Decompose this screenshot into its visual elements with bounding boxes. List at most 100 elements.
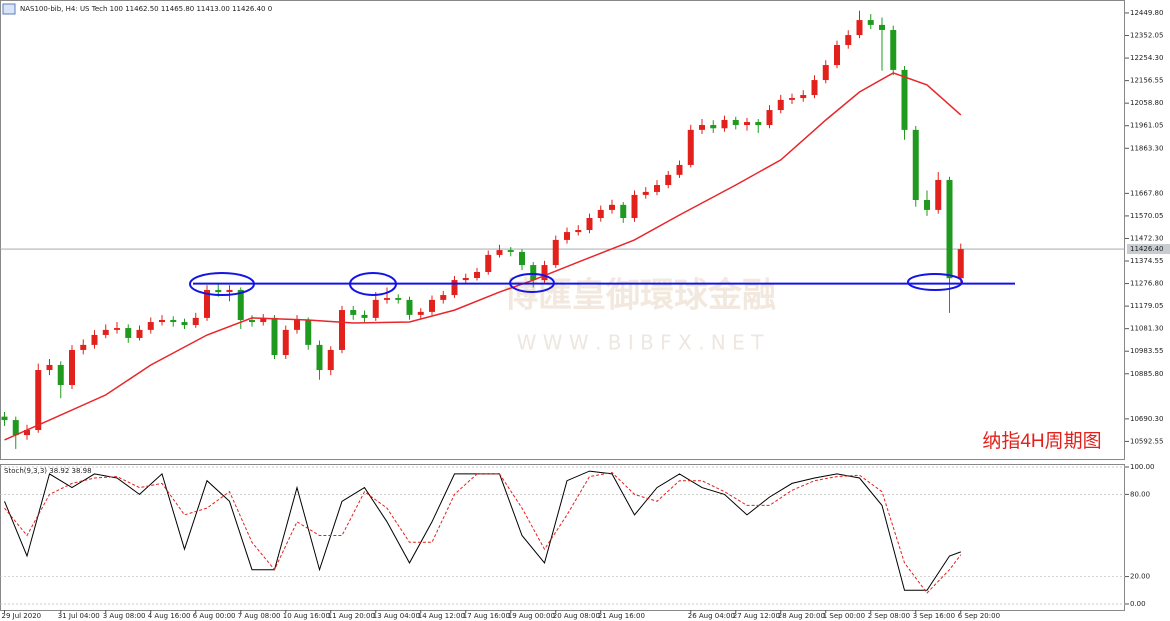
x-tick-label: 28 Aug 20:00 bbox=[778, 612, 825, 620]
candle-body bbox=[789, 98, 795, 100]
y-tick-label: 11570.05 bbox=[1130, 212, 1163, 220]
y-tick-label: 11179.05 bbox=[1130, 302, 1163, 310]
x-tick-label: 26 Aug 04:00 bbox=[688, 612, 735, 620]
candle-body bbox=[192, 317, 199, 326]
candle-body bbox=[384, 298, 390, 300]
last-price-box bbox=[1127, 244, 1170, 255]
candle-body bbox=[462, 277, 469, 281]
candle-body bbox=[327, 349, 334, 371]
y-tick-label: 12449.80 bbox=[1130, 9, 1163, 17]
candle-body bbox=[440, 295, 447, 300]
y-tick-label: 10690.30 bbox=[1130, 415, 1163, 423]
symbol-icon bbox=[2, 3, 16, 15]
candle-body bbox=[834, 44, 840, 66]
y-tick-label: 12352.05 bbox=[1130, 32, 1163, 40]
watermark: 博匯皇御環球金融 bbox=[504, 276, 776, 316]
candle-body bbox=[80, 344, 87, 350]
y-tick-label: 11276.80 bbox=[1130, 280, 1163, 288]
highlight-ellipse bbox=[509, 273, 555, 293]
main-panel bbox=[0, 0, 1125, 460]
y-tick-label: 12156.55 bbox=[1130, 77, 1163, 85]
x-tick-label: 31 Jul 04:00 bbox=[58, 612, 100, 620]
stoch-panel bbox=[0, 464, 1125, 611]
candle-body bbox=[429, 299, 435, 312]
candle-body bbox=[35, 370, 42, 431]
x-tick-label: 14 Aug 12:00 bbox=[418, 612, 465, 620]
x-tick-label: 27 Aug 12:00 bbox=[733, 612, 780, 620]
x-tick-label: 3 Aug 08:00 bbox=[103, 612, 146, 620]
stoch-title: Stoch(9,3,3) 38.92 38.98 bbox=[4, 467, 92, 475]
candle-body bbox=[102, 329, 109, 335]
x-tick-label: 11 Aug 20:00 bbox=[328, 612, 375, 620]
x-tick-label: 17 Aug 16:00 bbox=[463, 612, 510, 620]
candle-body bbox=[856, 20, 863, 36]
candle-body bbox=[552, 239, 559, 266]
candle-body bbox=[361, 314, 368, 318]
y-tick-label: 11081.30 bbox=[1130, 325, 1163, 333]
candle-body bbox=[260, 317, 267, 323]
x-tick-label: 7 Aug 08:00 bbox=[238, 612, 281, 620]
highlight-ellipse bbox=[189, 272, 255, 296]
chart-header: NAS100-bib, H4: US Tech 100 11462.50 114… bbox=[20, 5, 272, 13]
candle-body bbox=[136, 329, 143, 338]
candle-body bbox=[811, 80, 818, 96]
candle-body bbox=[57, 364, 64, 386]
candle-body bbox=[699, 125, 705, 130]
y-tick-label: 11667.80 bbox=[1130, 189, 1163, 197]
highlights bbox=[189, 272, 963, 296]
candle-body bbox=[147, 322, 154, 330]
candle-body bbox=[710, 125, 717, 129]
candle-body bbox=[474, 271, 480, 278]
candle-body bbox=[350, 310, 357, 315]
candle-body bbox=[744, 122, 750, 126]
x-tick-label: 10 Aug 16:00 bbox=[283, 612, 330, 620]
candle-body bbox=[946, 179, 953, 279]
candle-body bbox=[417, 311, 424, 315]
moving-average bbox=[4, 72, 962, 441]
candle-body bbox=[305, 319, 312, 345]
candle-body bbox=[654, 185, 660, 192]
candle-body bbox=[642, 191, 649, 195]
candle-body bbox=[845, 35, 852, 45]
candle-body bbox=[69, 349, 75, 386]
candle-body bbox=[822, 65, 829, 81]
candle-body bbox=[204, 289, 210, 318]
candle-body bbox=[91, 334, 98, 345]
stoch-line bbox=[4, 471, 962, 594]
candle-body bbox=[597, 209, 604, 219]
y-tick-label: 20.00 bbox=[1130, 573, 1150, 581]
candle-body bbox=[777, 99, 784, 111]
highlight-ellipse bbox=[907, 273, 963, 291]
x-tick-label: 1 Sep 00:00 bbox=[823, 612, 865, 620]
candle-body bbox=[249, 319, 255, 323]
candle-body bbox=[24, 430, 30, 436]
candle-body bbox=[766, 110, 773, 126]
candle-body bbox=[631, 194, 638, 219]
y-tick-label: 80.00 bbox=[1130, 490, 1150, 498]
y-tick-label: 10592.55 bbox=[1130, 437, 1163, 445]
y-tick-label: 11472.30 bbox=[1130, 234, 1163, 242]
candle-body bbox=[665, 174, 672, 186]
candle-body bbox=[755, 122, 762, 126]
x-tick-label: 3 Sep 16:00 bbox=[913, 612, 955, 620]
x-tick-label: 29 Jul 2020 bbox=[2, 612, 42, 620]
candle-body bbox=[901, 69, 908, 130]
x-tick-label: 21 Aug 16:00 bbox=[598, 612, 645, 620]
y-tick-label: 12058.80 bbox=[1130, 99, 1163, 107]
candle-body bbox=[676, 164, 683, 175]
candle-body bbox=[530, 265, 537, 281]
candle-body bbox=[12, 420, 19, 436]
candle-body bbox=[170, 319, 177, 323]
candle-body bbox=[372, 299, 379, 318]
y-tick-label: 12254.30 bbox=[1130, 54, 1163, 62]
y-tick-label: 10885.80 bbox=[1130, 370, 1163, 378]
x-tick-label: 19 Aug 00:00 bbox=[508, 612, 555, 620]
candle-body bbox=[271, 317, 278, 356]
candle-body bbox=[890, 29, 897, 70]
candle-body bbox=[957, 249, 964, 279]
candle-body bbox=[519, 251, 525, 266]
candle-body bbox=[215, 289, 222, 293]
candle-body bbox=[879, 24, 885, 30]
y-tick-label: 10983.55 bbox=[1130, 347, 1163, 355]
